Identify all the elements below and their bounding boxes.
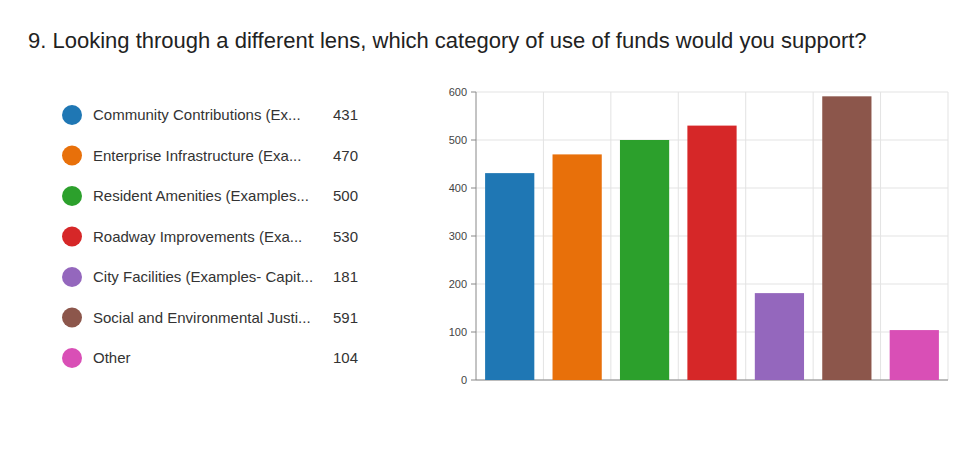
legend-label: Roadway Improvements (Exa...: [93, 228, 302, 245]
bar: [553, 154, 602, 380]
bar: [485, 173, 534, 380]
y-tick-label: 0: [461, 374, 467, 386]
title: 9. Looking through a different lens, whi…: [28, 28, 867, 53]
legend-swatch: [62, 186, 82, 206]
legend-value: 530: [333, 228, 358, 245]
bar: [620, 140, 669, 380]
category-divider: [678, 92, 679, 380]
legend-swatch: [62, 227, 82, 247]
category-divider: [948, 92, 949, 380]
grid-line: [476, 92, 948, 93]
legend-label: City Facilities (Examples- Capit...: [93, 268, 313, 285]
category-divider: [880, 92, 881, 380]
bars: [485, 96, 939, 380]
legend-value: 181: [333, 268, 358, 285]
y-axis: 0 100 200 300 400 500 600: [449, 86, 948, 386]
category-divider: [745, 92, 746, 380]
legend-label: Enterprise Infrastructure (Exa...: [93, 147, 301, 164]
legend-label: Resident Amenities (Examples...: [93, 187, 309, 204]
y-tick-label: 400: [449, 182, 467, 194]
y-tick-label: 500: [449, 134, 467, 146]
legend: Community Contributions (Ex... 431 Enterpr…: [62, 105, 358, 368]
category-divider: [813, 92, 814, 380]
legend-value: 104: [333, 349, 358, 366]
bar: [687, 126, 736, 380]
y-tick-label: 300: [449, 230, 467, 242]
y-tick-label: 200: [449, 278, 467, 290]
grid: [476, 92, 948, 380]
bar: [755, 293, 804, 380]
y-tick-label: 600: [449, 86, 467, 98]
y-tick: [471, 332, 476, 333]
legend-swatch: [62, 348, 82, 368]
bar: [822, 96, 871, 380]
y-tick: [471, 236, 476, 237]
legend-swatch: [62, 308, 82, 328]
category-divider: [543, 92, 544, 380]
legend-value: 591: [333, 309, 358, 326]
legend-value: 500: [333, 187, 358, 204]
y-tick: [471, 188, 476, 189]
category-divider: [610, 92, 611, 380]
legend-label: Social and Environmental Justi...: [93, 309, 311, 326]
legend-label: Other: [93, 349, 131, 366]
y-tick-label: 100: [449, 326, 467, 338]
legend-value: 431: [333, 106, 358, 123]
legend-label: Community Contributions (Ex...: [93, 106, 301, 123]
y-tick: [471, 380, 476, 381]
legend-swatch: [62, 267, 82, 287]
y-tick: [471, 92, 476, 93]
legend-value: 470: [333, 147, 358, 164]
legend-swatch: [62, 146, 82, 166]
bar: [890, 330, 939, 380]
chart: 9. Looking through a different lens, whi…: [0, 0, 960, 456]
legend-swatch: [62, 105, 82, 125]
y-tick: [471, 284, 476, 285]
y-tick: [471, 140, 476, 141]
y-axis-line: [476, 92, 477, 380]
